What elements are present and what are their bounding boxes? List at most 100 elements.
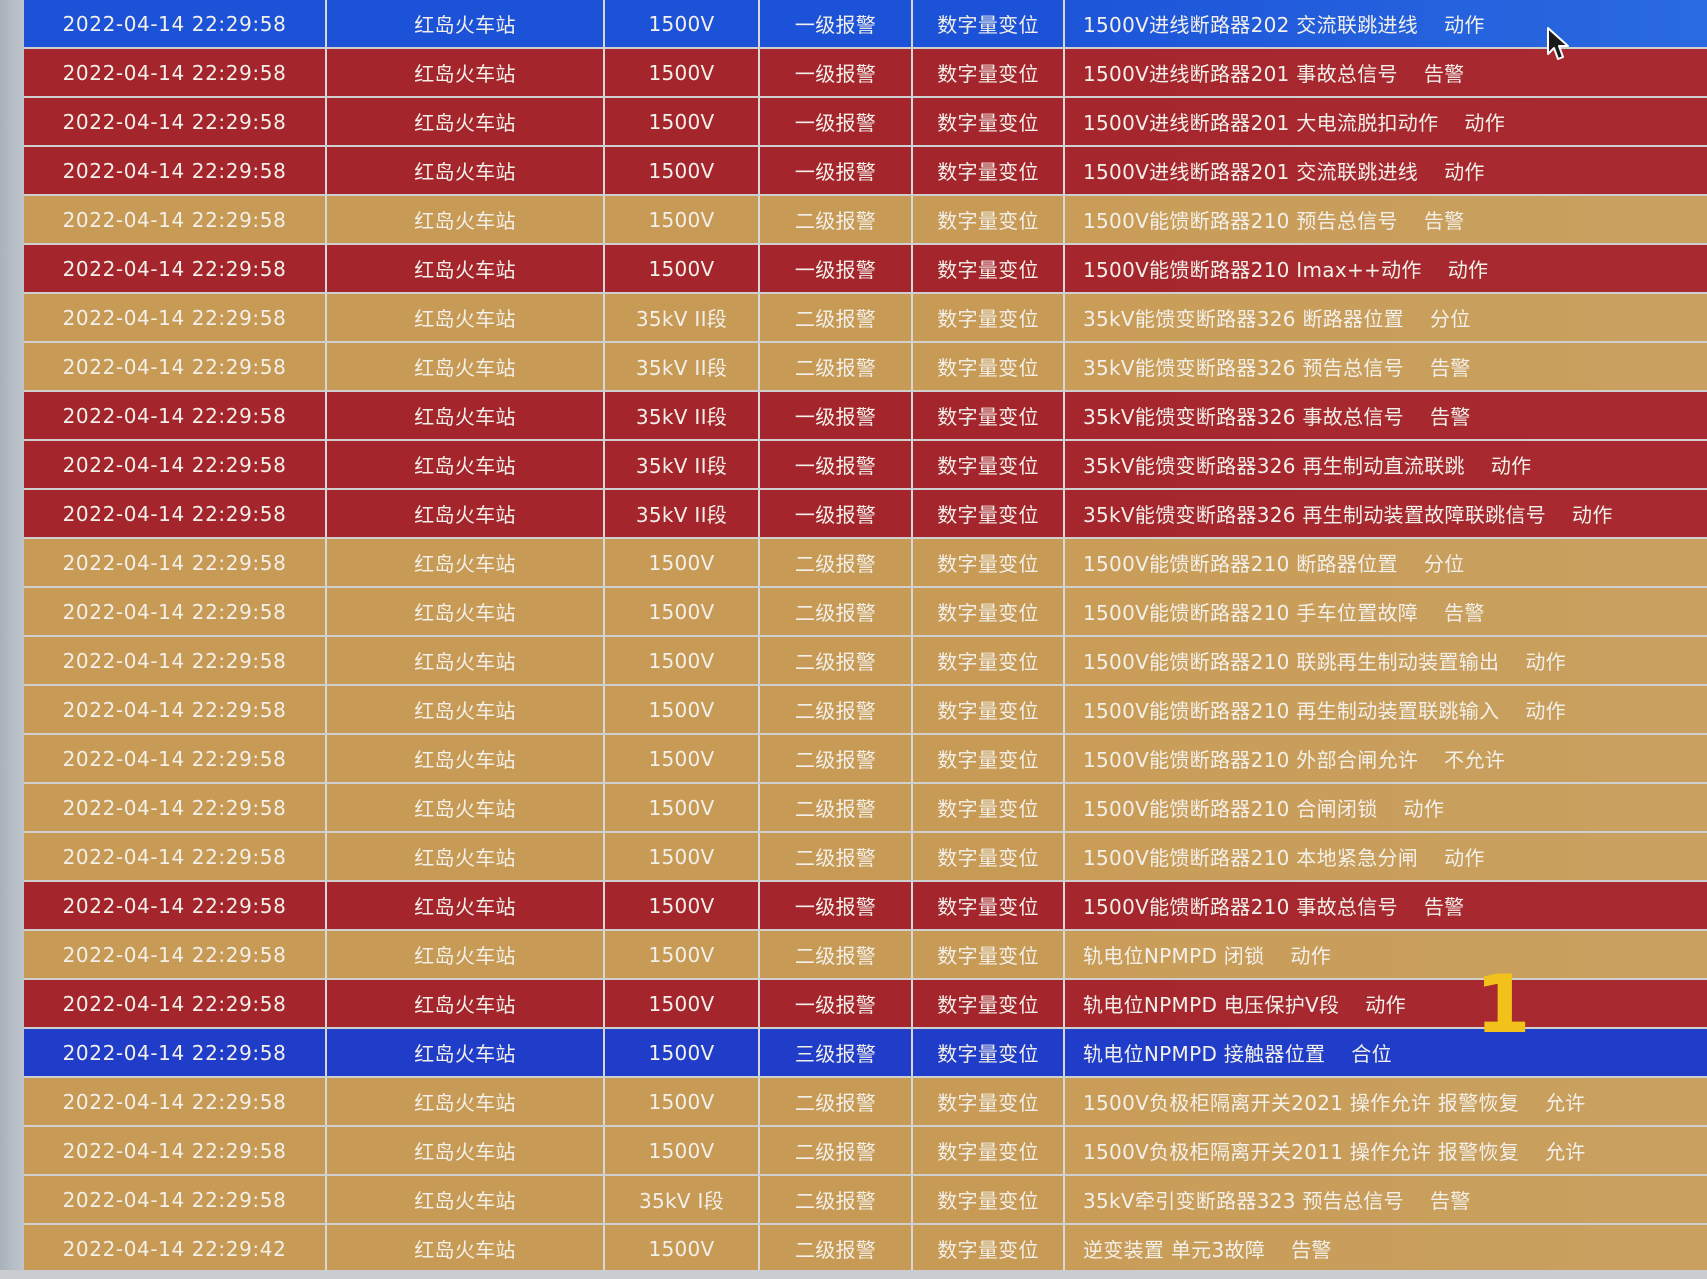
alarm-description-text: 轨电位NPMPD 闭锁 xyxy=(1083,944,1265,968)
alarm-event-table: 2022-04-14 22:29:58 红岛火车站 1500V 一级报警 数字量变位 15… xyxy=(24,0,1707,1274)
alarm-level-cell: 一级报警 xyxy=(759,489,913,539)
alarm-time-cell: 2022-04-14 22:29:58 xyxy=(24,146,327,196)
alarm-station-cell: 红岛火车站 xyxy=(326,783,605,833)
alarm-station-cell: 红岛火车站 xyxy=(326,930,605,980)
alarm-station-cell: 红岛火车站 xyxy=(326,146,605,196)
alarm-description-cell: 轨电位NPMPD 电压保护V段 动作 xyxy=(1064,979,1707,1029)
alarm-description-cell: 35kV能馈变断路器326 断路器位置 分位 xyxy=(1064,293,1707,343)
alarm-station-cell: 红岛火车站 xyxy=(326,979,605,1029)
alarm-description-cell: 1500V能馈断路器210 Imax++动作 动作 xyxy=(1064,244,1707,294)
alarm-row[interactable]: 2022-04-14 22:29:42 红岛火车站 1500V 二级报警 数字量变位 逆变… xyxy=(24,1224,1707,1274)
alarm-description-text: 1500V能馈断路器210 断路器位置 xyxy=(1083,552,1398,576)
bottom-status-strip xyxy=(0,1270,1707,1279)
alarm-level-cell: 一级报警 xyxy=(759,391,913,441)
alarm-row[interactable]: 2022-04-14 22:29:58 红岛火车站 1500V 二级报警 数字量变位 15… xyxy=(24,734,1707,784)
alarm-row[interactable]: 2022-04-14 22:29:58 红岛火车站 1500V 二级报警 数字量变位 15… xyxy=(24,832,1707,882)
alarm-station-cell: 红岛火车站 xyxy=(326,391,605,441)
alarm-type-cell: 数字量变位 xyxy=(912,391,1065,441)
alarm-time-cell: 2022-04-14 22:29:58 xyxy=(24,832,327,882)
mouse-pointer-icon xyxy=(1547,27,1569,60)
alarm-state-text: 告警 xyxy=(1291,1238,1332,1262)
alarm-time-cell: 2022-04-14 22:29:58 xyxy=(24,881,327,931)
alarm-description-text: 1500V能馈断路器210 本地紧急分闸 xyxy=(1083,846,1419,870)
alarm-row[interactable]: 2022-04-14 22:29:58 红岛火车站 1500V 一级报警 数字量变位 15… xyxy=(24,0,1707,49)
alarm-station-cell: 红岛火车站 xyxy=(326,489,605,539)
alarm-row[interactable]: 2022-04-14 22:29:58 红岛火车站 1500V 二级报警 数字量变位 15… xyxy=(24,538,1707,588)
alarm-level-cell: 二级报警 xyxy=(759,1126,913,1176)
alarm-type-cell: 数字量变位 xyxy=(912,1224,1065,1274)
alarm-level-cell: 二级报警 xyxy=(759,1077,913,1127)
alarm-row[interactable]: 2022-04-14 22:29:58 红岛火车站 35kV II段 一级报警 数字量变… xyxy=(24,391,1707,441)
alarm-description-cell: 1500V进线断路器201 大电流脱扣动作 动作 xyxy=(1064,97,1707,147)
alarm-station-cell: 红岛火车站 xyxy=(326,685,605,735)
alarm-time-cell: 2022-04-14 22:29:58 xyxy=(24,48,327,98)
alarm-row[interactable]: 2022-04-14 22:29:58 红岛火车站 1500V 二级报警 数字量变位 15… xyxy=(24,636,1707,686)
alarm-station-cell: 红岛火车站 xyxy=(326,0,605,49)
alarm-table-body: 2022-04-14 22:29:58 红岛火车站 1500V 一级报警 数字量变位 15… xyxy=(24,0,1707,1274)
alarm-row[interactable]: 2022-04-14 22:29:58 红岛火车站 1500V 三级报警 数字量变位 轨电… xyxy=(24,1028,1707,1078)
alarm-description-cell: 轨电位NPMPD 闭锁 动作 xyxy=(1064,930,1707,980)
alarm-row[interactable]: 2022-04-14 22:29:58 红岛火车站 35kV II段 二级报警 数字量变… xyxy=(24,293,1707,343)
alarm-station-cell: 红岛火车站 xyxy=(326,587,605,637)
alarm-state-text: 合位 xyxy=(1351,1042,1392,1066)
alarm-type-cell: 数字量变位 xyxy=(912,1175,1065,1225)
alarm-row[interactable]: 2022-04-14 22:29:58 红岛火车站 1500V 二级报警 数字量变位 15… xyxy=(24,195,1707,245)
alarm-row[interactable]: 2022-04-14 22:29:58 红岛火车站 1500V 一级报警 数字量变位 15… xyxy=(24,146,1707,196)
alarm-row[interactable]: 2022-04-14 22:29:58 红岛火车站 35kV I段 二级报警 数字量变位… xyxy=(24,1175,1707,1225)
alarm-row[interactable]: 2022-04-14 22:29:58 红岛火车站 1500V 一级报警 数字量变位 15… xyxy=(24,97,1707,147)
alarm-description-text: 1500V负极柜隔离开关2021 操作允许 报警恢复 xyxy=(1083,1091,1519,1115)
alarm-level-cell: 一级报警 xyxy=(759,440,913,490)
alarm-row[interactable]: 2022-04-14 22:29:58 红岛火车站 35kV II段 一级报警 数字量变… xyxy=(24,489,1707,539)
alarm-row[interactable]: 2022-04-14 22:29:58 红岛火车站 1500V 一级报警 数字量变位 15… xyxy=(24,244,1707,294)
alarm-description-cell: 1500V能馈断路器210 手车位置故障 告警 xyxy=(1064,587,1707,637)
alarm-type-cell: 数字量变位 xyxy=(912,881,1065,931)
alarm-level-cell: 二级报警 xyxy=(759,538,913,588)
alarm-state-text: 分位 xyxy=(1429,307,1471,331)
alarm-row[interactable]: 2022-04-14 22:29:58 红岛火车站 1500V 一级报警 数字量变位 15… xyxy=(24,48,1707,98)
alarm-description-text: 35kV能馈变断路器326 预告总信号 xyxy=(1083,356,1404,380)
alarm-description-cell: 1500V能馈断路器210 再生制动装置联跳输入 动作 xyxy=(1064,685,1707,735)
alarm-description-cell: 1500V能馈断路器210 本地紧急分闸 动作 xyxy=(1064,832,1707,882)
alarm-state-text: 允许 xyxy=(1545,1091,1586,1115)
alarm-row[interactable]: 2022-04-14 22:29:58 红岛火车站 1500V 二级报警 数字量变位 轨电… xyxy=(24,930,1707,980)
alarm-row[interactable]: 2022-04-14 22:29:58 红岛火车站 1500V 一级报警 数字量变位 轨电… xyxy=(24,979,1707,1029)
alarm-description-cell: 1500V能馈断路器210 预告总信号 告警 xyxy=(1064,195,1707,245)
alarm-voltage-cell: 1500V xyxy=(604,783,760,833)
alarm-type-cell: 数字量变位 xyxy=(912,0,1065,49)
alarm-description-text: 1500V进线断路器201 大电流脱扣动作 xyxy=(1083,111,1439,135)
alarm-state-text: 告警 xyxy=(1423,895,1465,919)
alarm-description-text: 1500V进线断路器201 事故总信号 xyxy=(1083,62,1398,86)
alarm-time-cell: 2022-04-14 22:29:58 xyxy=(24,489,327,539)
alarm-description-text: 1500V能馈断路器210 再生制动装置联跳输入 xyxy=(1083,699,1500,723)
alarm-time-cell: 2022-04-14 22:29:58 xyxy=(24,636,327,686)
alarm-station-cell: 红岛火车站 xyxy=(326,734,605,784)
alarm-description-text: 轨电位NPMPD 接触器位置 xyxy=(1083,1042,1326,1066)
alarm-row[interactable]: 2022-04-14 22:29:58 红岛火车站 1500V 二级报警 数字量变位 15… xyxy=(24,587,1707,637)
alarm-type-cell: 数字量变位 xyxy=(912,587,1065,637)
alarm-type-cell: 数字量变位 xyxy=(912,440,1065,490)
alarm-description-cell: 1500V能馈断路器210 合闸闭锁 动作 xyxy=(1064,783,1707,833)
alarm-type-cell: 数字量变位 xyxy=(912,783,1065,833)
alarm-state-text: 动作 xyxy=(1490,454,1532,478)
alarm-station-cell: 红岛火车站 xyxy=(326,1224,605,1274)
alarm-row[interactable]: 2022-04-14 22:29:58 红岛火车站 1500V 二级报警 数字量变位 15… xyxy=(24,1126,1707,1176)
alarm-description-text: 1500V能馈断路器210 外部合闸允许 xyxy=(1083,748,1419,772)
alarm-time-cell: 2022-04-14 22:29:58 xyxy=(24,0,327,49)
alarm-row[interactable]: 2022-04-14 22:29:58 红岛火车站 1500V 一级报警 数字量变位 15… xyxy=(24,881,1707,931)
alarm-level-cell: 二级报警 xyxy=(759,685,913,735)
alarm-state-text: 动作 xyxy=(1290,944,1332,968)
alarm-row[interactable]: 2022-04-14 22:29:58 红岛火车站 1500V 二级报警 数字量变位 15… xyxy=(24,1077,1707,1127)
alarm-station-cell: 红岛火车站 xyxy=(326,832,605,882)
alarm-row[interactable]: 2022-04-14 22:29:58 红岛火车站 1500V 二级报警 数字量变位 15… xyxy=(24,685,1707,735)
alarm-type-cell: 数字量变位 xyxy=(912,48,1065,98)
alarm-row[interactable]: 2022-04-14 22:29:58 红岛火车站 35kV II段 二级报警 数字量变… xyxy=(24,342,1707,392)
alarm-level-cell: 二级报警 xyxy=(759,930,913,980)
alarm-time-cell: 2022-04-14 22:29:58 xyxy=(24,195,327,245)
alarm-row[interactable]: 2022-04-14 22:29:58 红岛火车站 35kV II段 一级报警 数字量变… xyxy=(24,440,1707,490)
alarm-row[interactable]: 2022-04-14 22:29:58 红岛火车站 1500V 二级报警 数字量变位 15… xyxy=(24,783,1707,833)
alarm-voltage-cell: 1500V xyxy=(604,636,760,686)
alarm-level-cell: 二级报警 xyxy=(759,342,913,392)
alarm-description-cell: 35kV能馈变断路器326 预告总信号 告警 xyxy=(1064,342,1707,392)
alarm-voltage-cell: 1500V xyxy=(604,244,760,294)
